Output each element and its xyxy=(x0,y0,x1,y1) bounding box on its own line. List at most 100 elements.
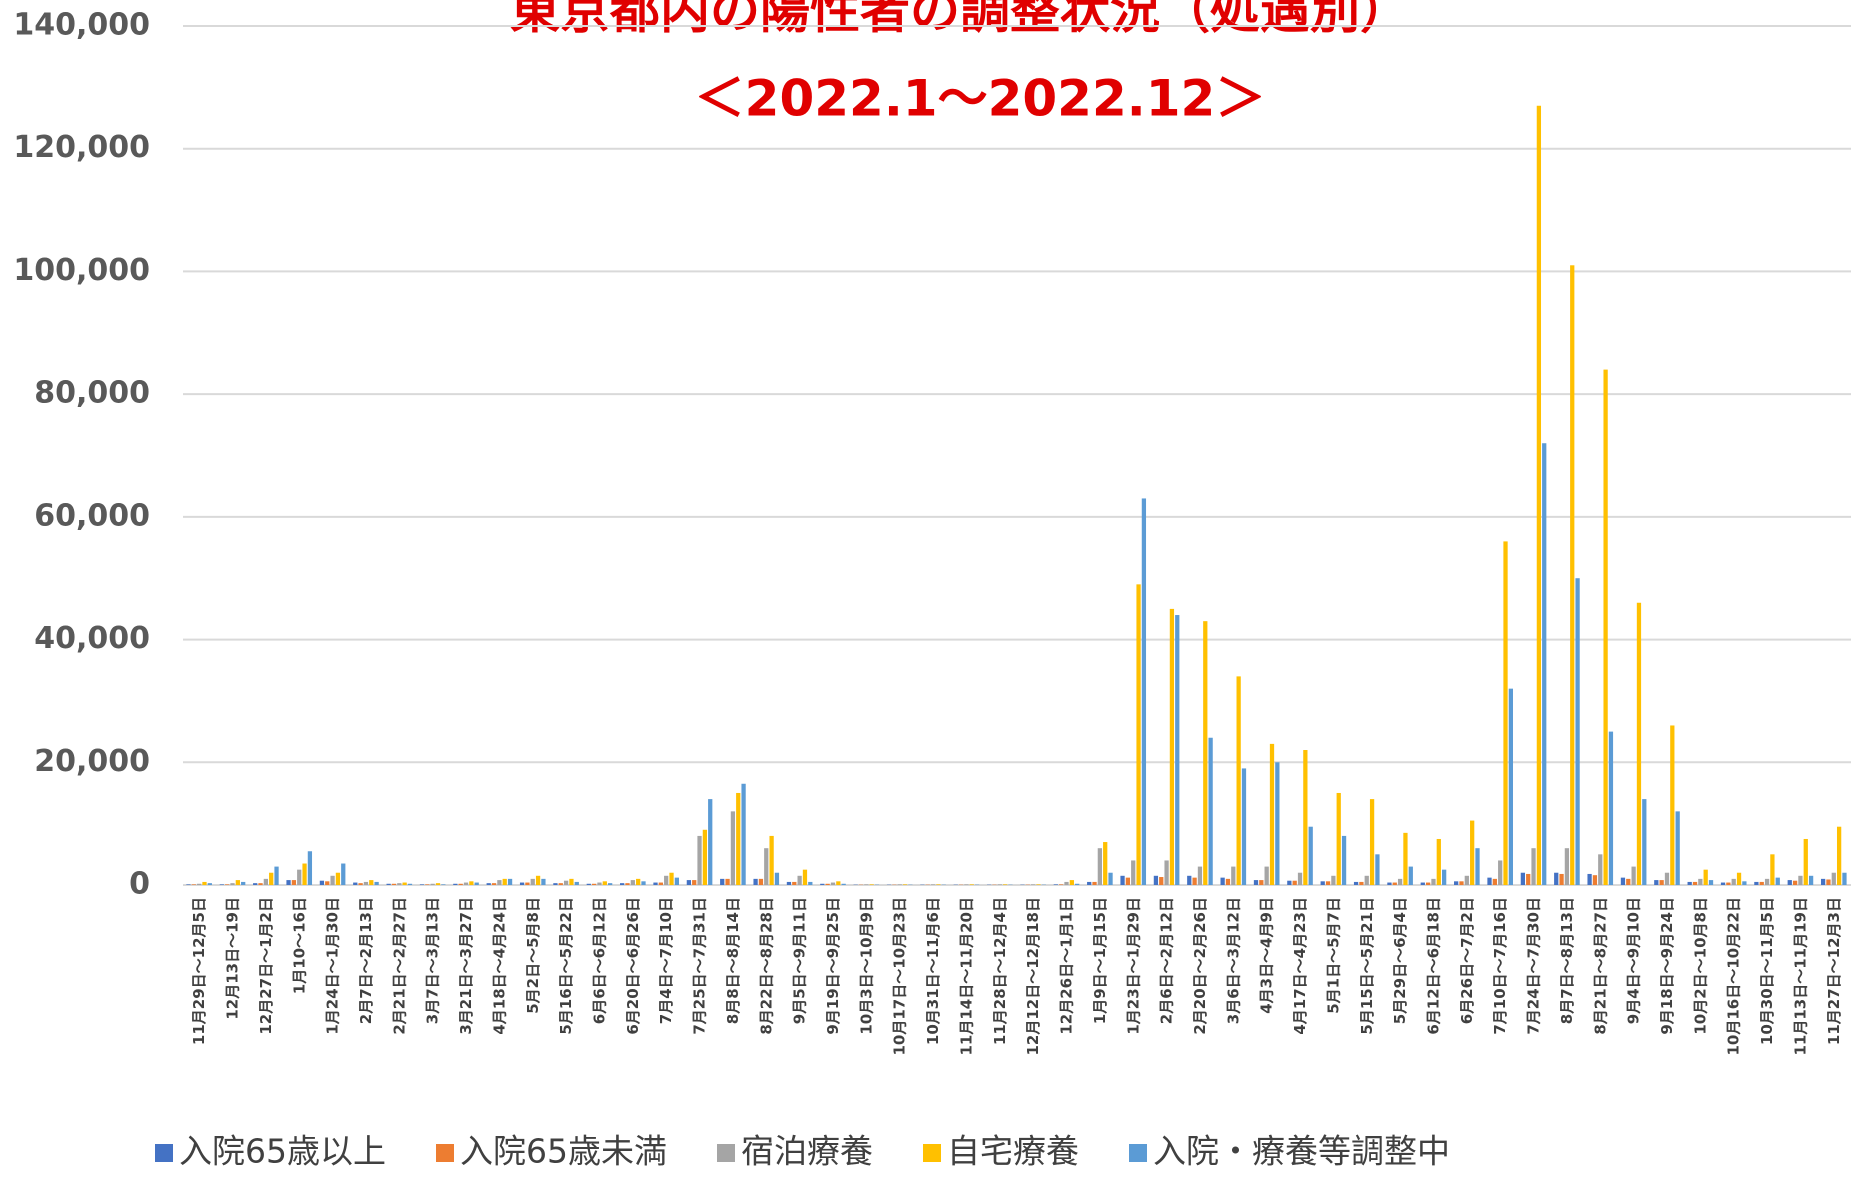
bar xyxy=(620,883,625,885)
bar xyxy=(1842,872,1847,885)
bar xyxy=(1736,872,1742,885)
bar xyxy=(1403,832,1408,885)
bar xyxy=(625,883,630,885)
x-tick-label: 10月31日～11月6日 xyxy=(924,897,942,1045)
bar xyxy=(235,880,240,885)
bar xyxy=(535,875,541,885)
bar xyxy=(1159,877,1164,885)
bar xyxy=(1192,877,1197,885)
y-tick-label: 0 xyxy=(129,867,150,902)
y-tick-label: 20,000 xyxy=(34,744,150,779)
bar xyxy=(1598,854,1603,885)
bar xyxy=(197,883,202,885)
bar xyxy=(708,799,713,885)
bar xyxy=(1708,880,1714,885)
bar xyxy=(1454,881,1459,885)
bar xyxy=(1225,878,1231,885)
x-tick-label: 11月29日～12月5日 xyxy=(190,897,208,1045)
x-tick-label: 7月4日～7月10日 xyxy=(657,897,675,1024)
bar xyxy=(1069,880,1074,885)
bar xyxy=(1770,854,1775,885)
bar xyxy=(1508,688,1513,885)
bar xyxy=(1675,811,1680,885)
bar xyxy=(1208,737,1213,885)
bar xyxy=(820,883,825,885)
bar xyxy=(1153,875,1159,885)
x-tick-label: 6月6日～6月12日 xyxy=(591,897,609,1024)
bar xyxy=(769,835,774,885)
bar xyxy=(1325,881,1331,885)
bar xyxy=(1425,882,1431,885)
bar xyxy=(1603,369,1608,886)
bar xyxy=(541,878,546,885)
bar xyxy=(1308,826,1313,885)
bar xyxy=(1787,880,1792,885)
bar xyxy=(741,783,746,885)
bar xyxy=(1531,848,1536,885)
bar xyxy=(1470,820,1475,885)
bar xyxy=(1559,873,1564,885)
bar xyxy=(1353,881,1359,885)
x-tick-label: 11月27日～12月3日 xyxy=(1825,897,1843,1045)
bar xyxy=(463,882,469,885)
bar xyxy=(1808,875,1814,885)
bar xyxy=(1164,860,1169,885)
bar xyxy=(1125,877,1131,885)
bar xyxy=(1775,877,1780,885)
bar xyxy=(725,878,730,885)
legend-swatch xyxy=(155,1144,173,1162)
bar xyxy=(1408,866,1413,885)
bar xyxy=(1120,875,1125,885)
bar xyxy=(658,882,663,885)
bar xyxy=(720,878,725,885)
bar xyxy=(1592,875,1598,885)
bar xyxy=(792,881,797,885)
bar xyxy=(686,880,692,885)
bar xyxy=(269,872,274,885)
bar xyxy=(186,884,191,885)
legend-label: 宿泊療養 xyxy=(741,1132,873,1171)
x-tick-label: 7月25日～7月31日 xyxy=(691,897,709,1035)
bar xyxy=(1726,882,1731,885)
bar xyxy=(341,863,346,885)
bar xyxy=(1536,105,1542,885)
bar xyxy=(697,835,702,885)
bar xyxy=(1798,875,1803,885)
bar xyxy=(1236,676,1241,885)
bar xyxy=(202,881,207,885)
bar xyxy=(441,884,446,885)
bar xyxy=(1203,621,1208,885)
bar xyxy=(225,884,230,885)
bar xyxy=(802,869,808,885)
x-tick-label: 6月12日～6月18日 xyxy=(1425,897,1443,1035)
bar xyxy=(1392,882,1397,885)
bar xyxy=(1397,878,1403,885)
bar xyxy=(636,878,641,885)
bar xyxy=(1487,877,1492,885)
bar xyxy=(864,884,869,885)
bar xyxy=(1231,866,1236,885)
bar xyxy=(1570,265,1575,885)
bar xyxy=(1564,848,1570,885)
bar xyxy=(1064,881,1069,885)
bar xyxy=(1059,884,1064,885)
bar xyxy=(563,880,569,885)
bar xyxy=(1608,731,1614,885)
bar xyxy=(241,881,246,885)
bar xyxy=(1626,878,1631,885)
x-tick-label: 5月2日～5月8日 xyxy=(524,897,542,1014)
bar xyxy=(786,881,792,885)
legend-label: 自宅療養 xyxy=(947,1132,1079,1171)
bar xyxy=(1220,877,1225,885)
bar xyxy=(502,878,507,885)
bar xyxy=(1764,878,1770,885)
bar xyxy=(253,883,258,885)
bar xyxy=(1670,725,1675,885)
bar xyxy=(430,883,435,885)
bar xyxy=(407,883,413,885)
x-tick-label: 6月20日～6月26日 xyxy=(624,897,642,1035)
bar xyxy=(1197,866,1203,885)
bar xyxy=(1698,878,1703,885)
bar xyxy=(930,884,936,885)
bar xyxy=(841,883,846,885)
